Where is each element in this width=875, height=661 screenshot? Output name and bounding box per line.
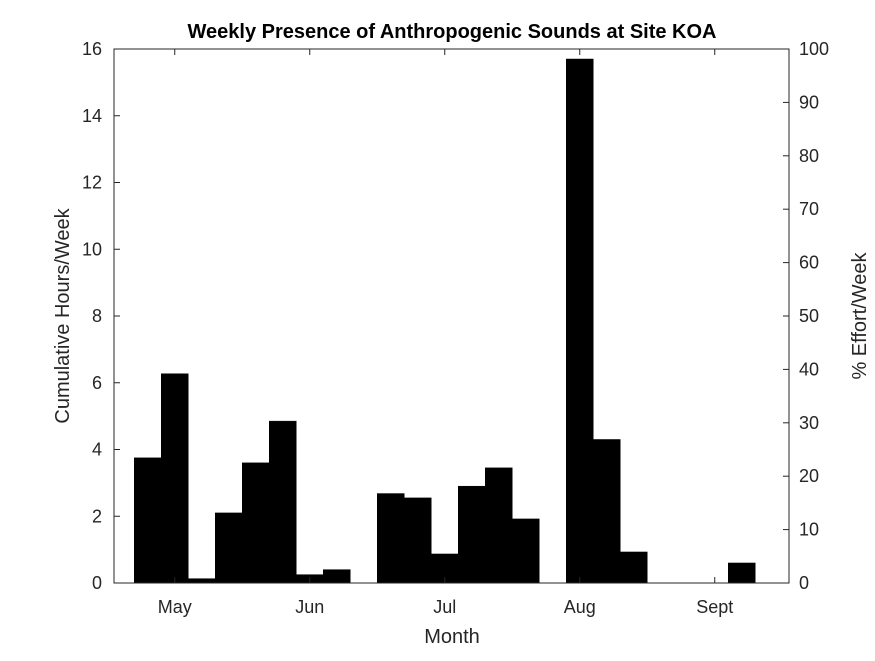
bar-week-19	[620, 551, 648, 584]
x-tick-label: May	[158, 597, 192, 617]
y2-tick-label: 60	[799, 253, 819, 273]
y2-tick-label: 100	[799, 39, 829, 59]
bar-week-3	[188, 578, 216, 584]
x-tick-label: Sept	[696, 597, 733, 617]
y-tick-label: 12	[82, 173, 102, 193]
x-tick-label: Jun	[295, 597, 324, 617]
bar-week-13	[458, 485, 486, 584]
y-tick-label: 4	[92, 440, 102, 460]
x-tick-label: Aug	[564, 597, 596, 617]
y2-tick-label: 50	[799, 306, 819, 326]
y-tick-label: 2	[92, 506, 102, 526]
y2-axis-label: % Effort/Week	[849, 251, 871, 379]
left-axis: 0 2 4 6 8 10 12 14 16	[82, 39, 120, 593]
bar-week-23	[728, 562, 756, 584]
plot-frame	[113, 48, 790, 584]
x-axis-label: Month	[424, 626, 480, 648]
bar-week-4	[215, 512, 243, 584]
y2-tick-label: 80	[799, 146, 819, 166]
bar-week-6	[269, 420, 297, 584]
y-tick-label: 16	[82, 39, 102, 59]
y2-tick-label: 20	[799, 466, 819, 486]
y2-tick-label: 30	[799, 413, 819, 433]
y-tick-label: 0	[92, 573, 102, 593]
bar-week-2	[161, 373, 189, 584]
bar-week-10	[377, 493, 405, 584]
bar-week-1	[134, 457, 162, 584]
y-tick-label: 10	[82, 239, 102, 259]
x-tick-label: Jul	[433, 597, 456, 617]
y-tick-label: 14	[82, 106, 102, 126]
y2-tick-label: 40	[799, 359, 819, 379]
chart-title: Weekly Presence of Anthropogenic Sounds …	[188, 21, 717, 43]
y-tick-label: 8	[92, 306, 102, 326]
bar-week-5	[242, 462, 270, 584]
y-axis-label: Cumulative Hours/Week	[52, 207, 74, 423]
bar-week-17	[566, 58, 594, 584]
bar-week-11	[404, 497, 432, 584]
bar-week-15	[512, 518, 540, 584]
y-tick-label: 6	[92, 373, 102, 393]
y2-tick-label: 10	[799, 520, 819, 540]
x-axis: May Jun Jul Aug Sept	[158, 49, 733, 617]
bar-week-14	[485, 467, 513, 584]
right-axis: 0 10 20 30 40 50 60 70 80 90 100	[783, 39, 829, 593]
y2-tick-label: 70	[799, 199, 819, 219]
y2-tick-label: 0	[799, 573, 809, 593]
bar-week-18	[593, 439, 621, 584]
bar-week-8	[323, 569, 351, 584]
y2-tick-label: 90	[799, 92, 819, 112]
bars	[134, 58, 756, 584]
